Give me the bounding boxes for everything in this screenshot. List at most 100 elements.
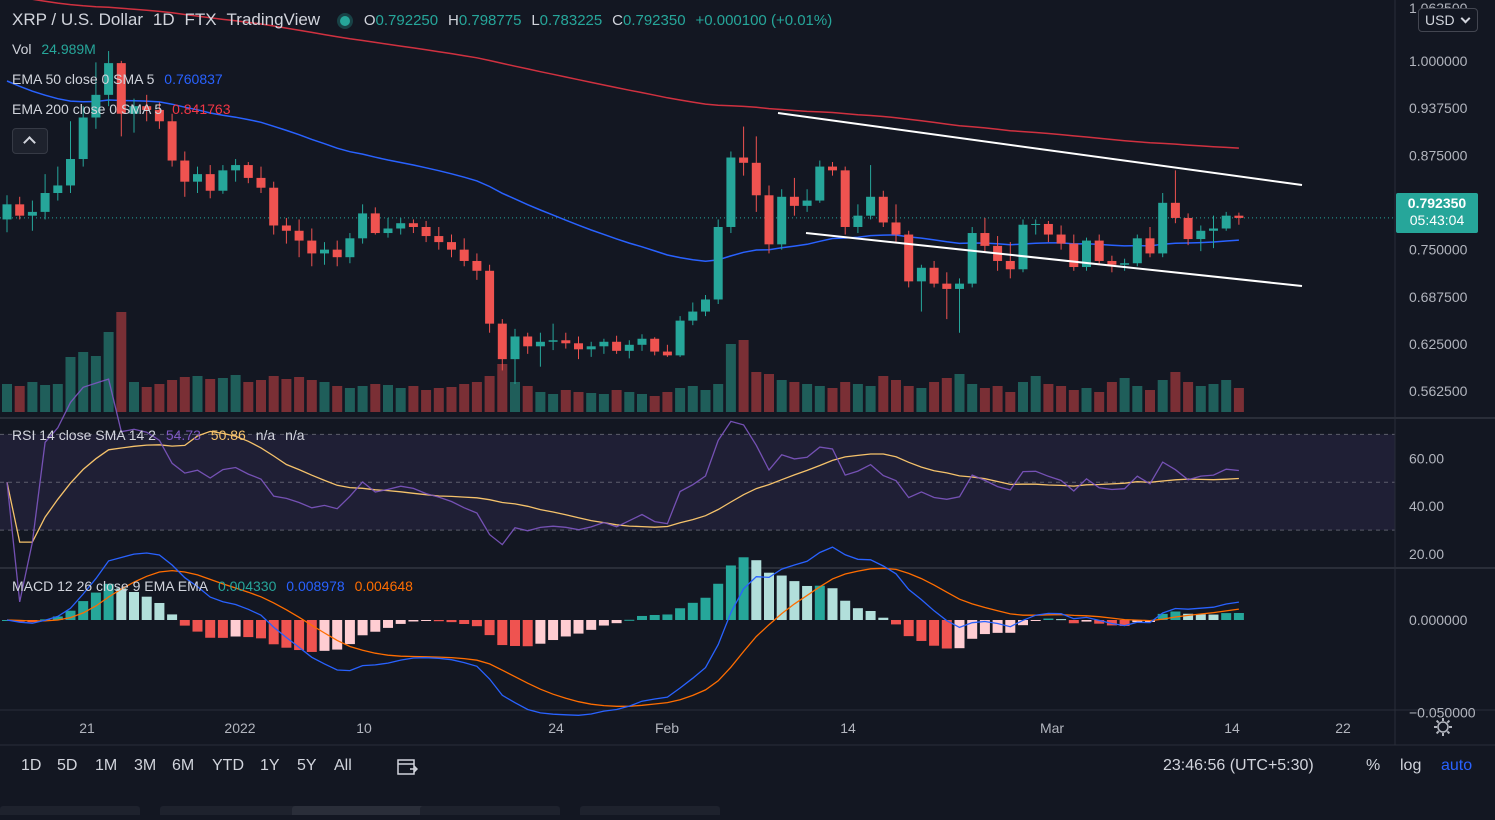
log-toggle[interactable]: log [1400,757,1422,774]
candle-body [688,311,698,321]
macd-hist-bar [256,620,266,639]
bottom-panel-tab[interactable] [0,806,140,815]
settings-gear-icon[interactable] [1433,717,1453,737]
timeframe-button-1y[interactable]: 1Y [260,757,280,774]
candle-body [396,223,406,229]
time-tick-label: 14 [840,720,856,736]
macd-hist-bar [573,620,584,634]
volume-bar [560,390,571,412]
macd-hist-bar [929,620,940,646]
volume-bar [1030,376,1041,412]
ema200-line [32,0,1239,149]
candle-body [180,160,190,182]
volume-bar [459,384,470,412]
candle-body [955,283,964,289]
macd-hist-bar [370,620,381,632]
symbol-title[interactable]: XRP / U.S. Dollar [12,10,144,29]
price-tick-label: 0.687500 [1409,289,1468,305]
rsi-na2: n/a [285,427,305,443]
candle-body [1056,234,1066,244]
macd-legend[interactable]: MACD 12 26 close 9 EMA EMA 0.004330 0.00… [12,578,419,594]
candle-body [916,267,926,282]
macd-hist-bar [230,620,241,637]
timeframe-button-6m[interactable]: 6M [172,757,195,774]
volume-bar [802,384,813,412]
candle-body [967,233,977,284]
candle-body [472,260,482,271]
candle-body [789,196,799,206]
candle-body [459,249,469,261]
macd-hist-bar [1043,618,1054,620]
candle-body [91,94,101,118]
volume-bar [1195,386,1206,412]
trendline-upper [777,112,1303,186]
candle-body [891,222,901,235]
bottom-panel-tab[interactable] [580,806,720,815]
macd-hist-value: 0.004330 [217,578,277,594]
time-tick-label: 21 [79,720,95,736]
volume-bar [1132,386,1143,412]
volume-bar [306,380,317,412]
volume-bar [535,392,546,412]
candle-body [434,236,444,243]
macd-hist-bar [52,616,63,620]
volume-bar [230,375,241,412]
collapse-legend-button[interactable] [12,128,48,154]
volume-bar [446,387,457,412]
bottom-panel-tab[interactable] [420,806,560,815]
macd-hist-bar [459,620,470,625]
bottom-panel-tab-active[interactable] [292,806,432,815]
interval-label[interactable]: 1D [152,10,175,29]
timeframe-button-1m[interactable]: 1M [95,757,118,774]
macd-hist-bar [1157,613,1168,620]
goto-date-icon[interactable] [396,757,419,777]
percent-toggle[interactable]: % [1366,757,1381,774]
bottom-panel-tab[interactable] [160,806,300,815]
macd-hist-bar [1056,619,1067,621]
macd-hist-bar [129,592,139,620]
volume-bar [598,394,609,412]
macd-hist-bar [941,620,952,649]
candle-body [510,336,520,360]
volume-bar [573,392,584,412]
timeframe-button-5d[interactable]: 5D [57,757,78,774]
timeframe-button-5y[interactable]: 5Y [297,757,317,774]
clock-timezone[interactable]: 23:46:56 (UTC+5:30) [1163,757,1314,774]
trendlines [777,112,1303,287]
ema200-legend[interactable]: EMA 200 close 0 SMA 5 0.841763 [12,101,237,117]
volume-bar [129,382,139,412]
candle-body [929,267,939,284]
volume-bar [764,374,774,412]
macd-hist-bar [179,620,190,626]
volume-bar [52,384,63,412]
candle-body [2,204,12,220]
candle-body [370,213,380,234]
candle-body [116,63,126,114]
timeframe-button-ytd[interactable]: YTD [212,757,244,774]
macd-line-value: 0.008978 [286,578,345,594]
timeframe-button-3m[interactable]: 3M [134,757,157,774]
candle-body [1183,217,1193,240]
candle-body [1132,238,1142,264]
candle-body [408,223,418,227]
auto-toggle[interactable]: auto [1441,757,1473,774]
candle-body [1221,215,1231,229]
candle-body [1196,230,1206,240]
ema50-legend[interactable]: EMA 50 close 0 SMA 5 0.760837 [12,71,229,87]
volume-bar [217,378,228,412]
volume-bar [332,386,343,412]
volume-bar [1208,384,1219,412]
volume-bar [1119,378,1130,412]
macd-signal-value: 0.004648 [354,578,413,594]
candle-body [154,109,164,122]
macd-hist-bar [1119,620,1130,627]
rsi-sma-value: 50.86 [210,427,246,443]
timeframe-button-1d[interactable]: 1D [21,757,42,774]
currency-select[interactable]: USD [1418,8,1478,32]
rsi-legend[interactable]: RSI 14 close SMA 14 2 54.73 50.86 n/a n/… [12,427,311,443]
timeframe-button-all[interactable]: All [334,757,352,774]
vol-legend[interactable]: Vol 24.989M [12,41,102,57]
macd-hist-bar [840,600,851,620]
